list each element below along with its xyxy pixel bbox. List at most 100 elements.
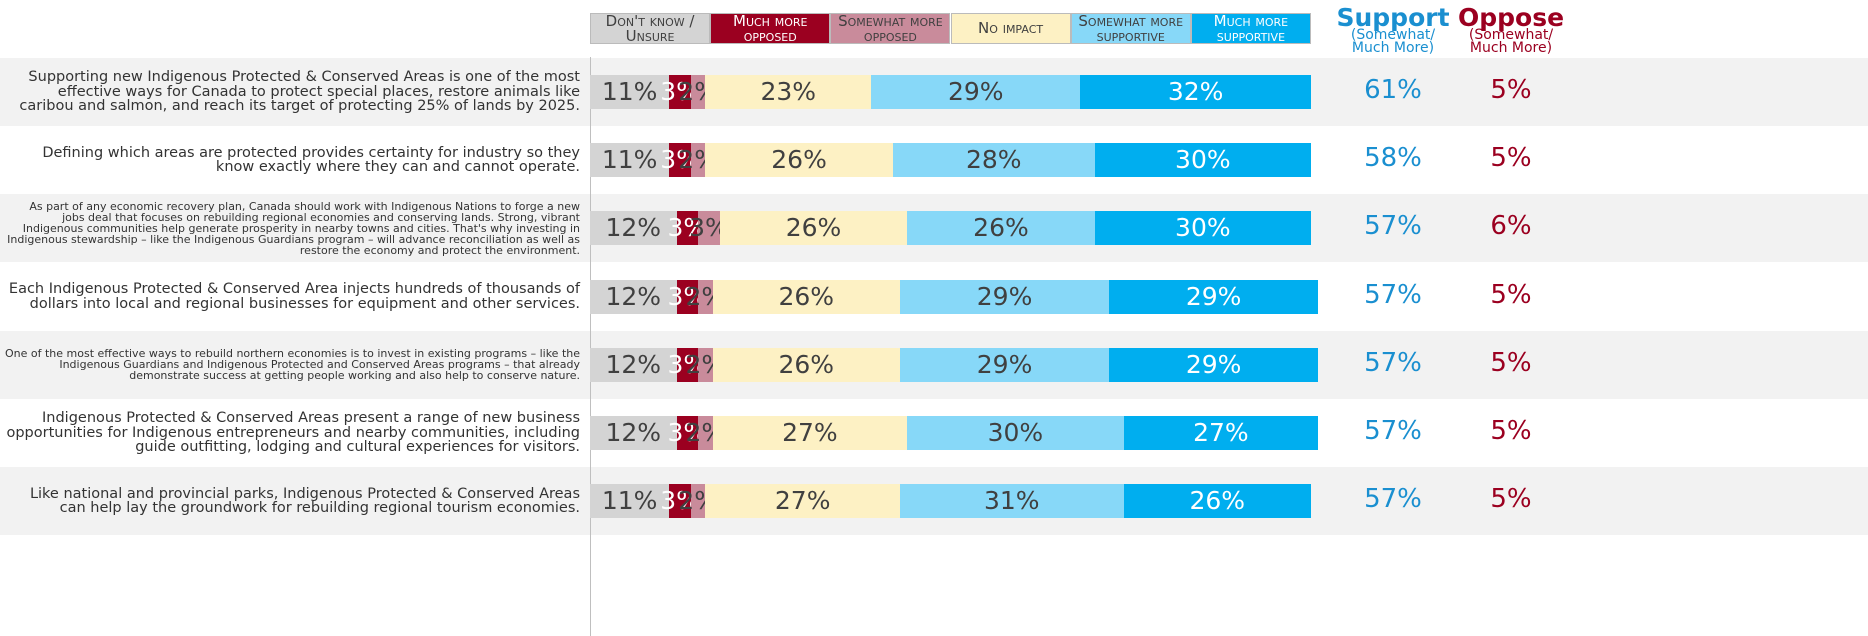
bar-segment [705,143,893,178]
bar-segment [669,484,691,519]
statement: As part of any economic recovery plan, C… [7,199,580,257]
value-label: 11% [601,486,658,516]
legend-item: Don't know / Unsure [590,13,711,44]
statement: One of the most effective ways to rebuil… [5,347,580,383]
support-value: 57% [1364,484,1422,515]
value-label: 26% [771,145,827,175]
axis-line [590,57,591,636]
support-value: 61% [1364,75,1422,105]
bar-segment [698,347,713,382]
legend-item: Somewhat more supportive [1070,13,1191,44]
oppose-value: 5% [1490,484,1532,515]
value-label: 12% [605,418,662,447]
value-label: 31% [983,486,1040,516]
bar-segment [900,347,1110,382]
value-label: 29% [1185,281,1242,311]
oppose-value: 6% [1490,211,1532,242]
value-label: 12% [605,349,662,379]
bar-segment [669,75,691,109]
bar-segment [690,484,706,519]
bar-segment [669,143,691,178]
legend-item: Much more supportive [1190,13,1311,44]
bar-segment [590,484,670,519]
bar-segment [907,416,1124,450]
support-subtitle: (Somewhat/ Much More) [1350,27,1436,57]
bar-segment [676,347,699,382]
bar-segment [690,75,706,109]
value-label: 29% [976,349,1033,379]
value-label: 26% [785,213,842,243]
legend-item: Much more opposed [710,13,831,44]
bar-segment [1123,484,1311,519]
value-label: 26% [1189,486,1246,516]
bar-segment [590,211,677,246]
bar-segment [871,75,1081,109]
support-value: 57% [1364,416,1422,446]
value-label: 30% [987,418,1044,447]
value-label: 27% [782,418,838,447]
legend-item: No impact [950,13,1071,44]
value-label: 30% [1175,145,1231,175]
bar-segment [1109,347,1319,382]
oppose-title: Oppose [1457,3,1565,32]
bar-segment [676,279,699,314]
value-label: 30% [1175,213,1231,243]
value-label: 27% [1193,418,1249,447]
support-value: 57% [1364,279,1422,310]
statement: Supporting new Indigenous Protected & Co… [19,69,580,115]
bar-segment [1094,211,1311,246]
value-label: 29% [947,77,1004,106]
value-label: 12% [605,281,662,311]
value-label: 26% [973,213,1029,243]
oppose-value: 5% [1490,279,1532,310]
value-label: 28% [965,145,1022,175]
value-label: 29% [976,281,1033,311]
bar-segment [900,279,1110,314]
bar-segment [590,416,677,450]
support-value: 57% [1364,211,1422,242]
bar-segment [590,75,670,109]
support-value: 58% [1364,143,1422,174]
value-label: 11% [601,77,658,106]
oppose-value: 5% [1490,143,1532,174]
value-label: 29% [1185,349,1242,379]
bar-segment [900,484,1124,519]
statement: Indigenous Protected & Conserved Areas p… [6,410,580,456]
bar-segment [1080,75,1311,109]
bar-segment [1123,416,1319,450]
bar-segment [712,279,901,314]
oppose-value: 5% [1490,75,1532,105]
bar-segment [676,211,699,246]
oppose-subtitle: (Somewhat/ Much More) [1468,27,1554,57]
oppose-value: 5% [1490,416,1532,446]
bar-segment [1094,143,1311,178]
bar-segment [719,211,908,246]
value-label: 23% [760,77,817,106]
support-title: Support [1336,3,1450,32]
bar-segment [690,143,706,178]
bar-segment [698,211,720,246]
bar-segment [907,211,1095,246]
value-label: 26% [778,349,835,379]
bar-segment [590,143,670,178]
statement: Like national and provincial parks, Indi… [29,485,580,517]
support-value: 57% [1364,347,1422,378]
oppose-value: 5% [1490,347,1532,378]
bar-segment [590,279,677,314]
bar-segment [712,347,901,382]
bar-segment [705,484,901,519]
statement: Each Indigenous Protected & Conserved Ar… [8,281,580,312]
bar-segment [698,416,713,450]
bar-segment [1109,279,1319,314]
value-label: 27% [774,486,831,516]
statement: Defining which areas are protected provi… [42,144,580,176]
bar-segment [676,416,699,450]
legend-item: Somewhat more opposed [830,13,951,44]
bar-segment [705,75,872,109]
bar-segment [892,143,1095,178]
bar-segment [712,416,908,450]
value-label: 26% [778,281,835,311]
bar-segment [698,279,713,314]
bar-segment [590,347,677,382]
